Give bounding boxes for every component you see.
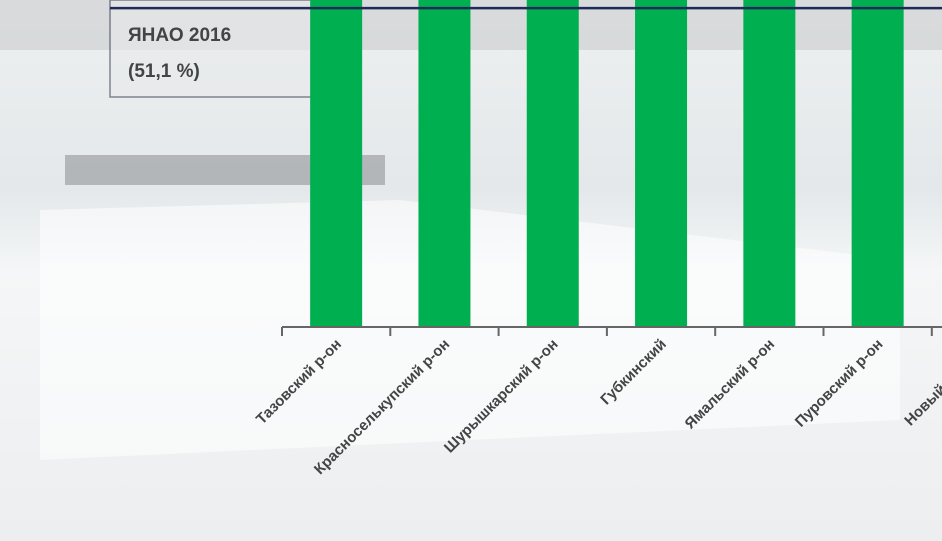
legend-label: ЯНАО 2016: [128, 25, 231, 46]
bar: [851, 0, 904, 328]
legend-value: (51,1 %): [128, 61, 200, 82]
legend-box: [109, 0, 323, 98]
bar: [310, 0, 363, 328]
bar: [418, 0, 471, 328]
bar: [635, 0, 688, 328]
bar: [743, 0, 796, 328]
bar: [526, 0, 579, 328]
